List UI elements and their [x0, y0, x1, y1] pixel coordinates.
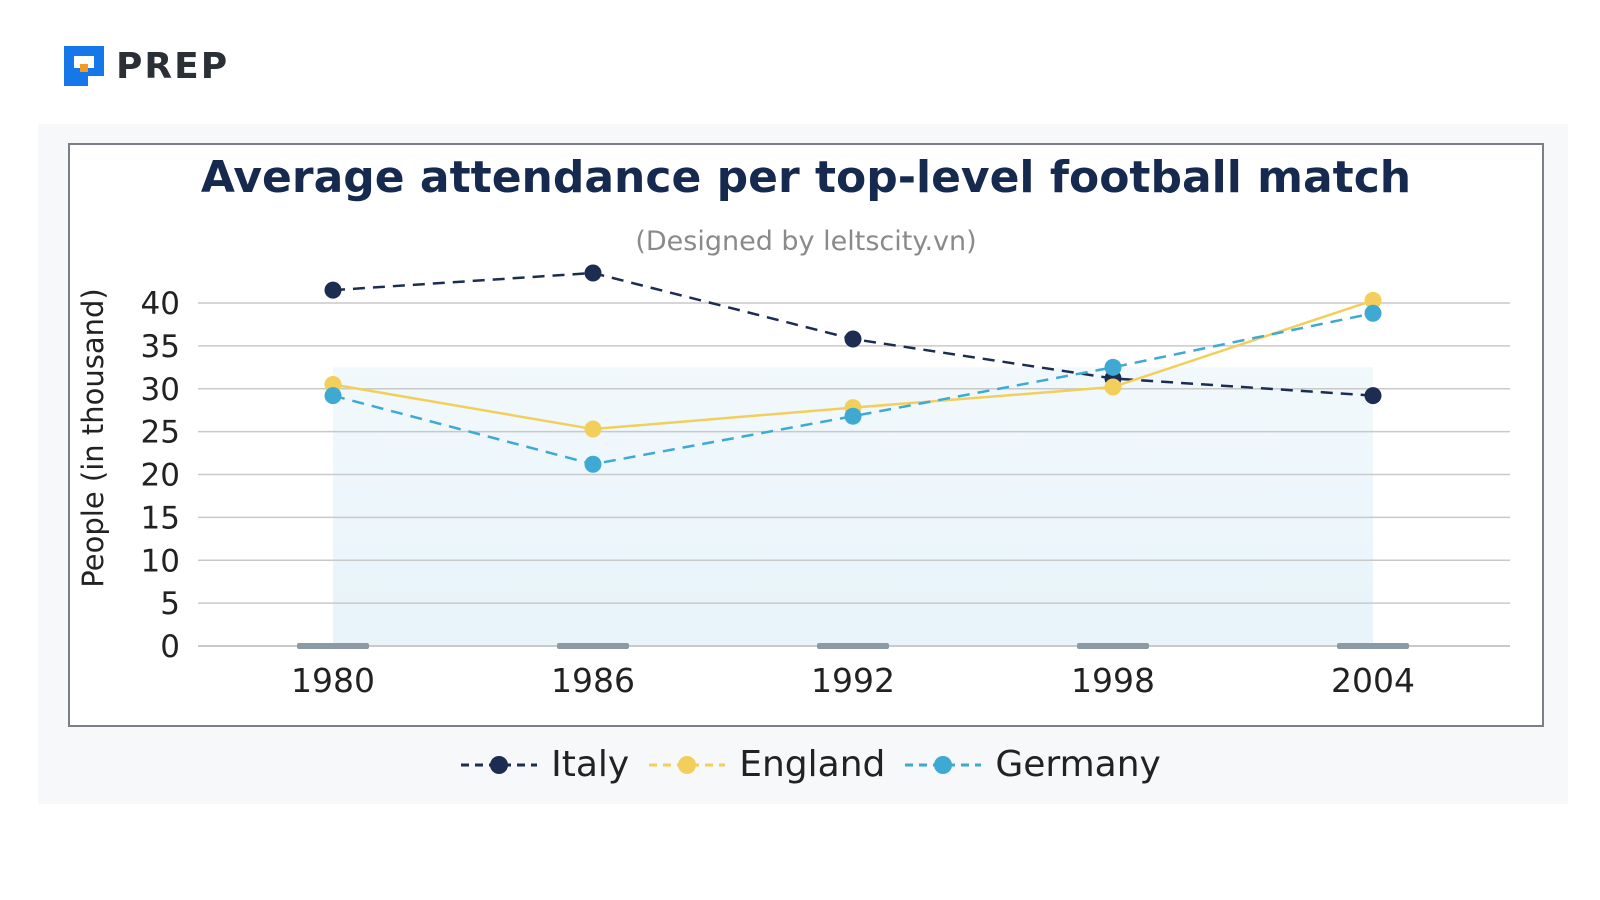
x-tick-label: 2004: [1331, 661, 1415, 700]
y-tick-label: 10: [141, 543, 180, 579]
y-tick-label: 20: [141, 458, 180, 494]
series-line-germany: [332, 312, 1374, 466]
x-tick-bar: [1337, 643, 1409, 649]
chart-subtitle: (Designed by leltscity.vn): [635, 226, 977, 257]
y-tick-label: 25: [141, 415, 180, 451]
data-point-england: [584, 420, 602, 438]
x-tick-label: 1992: [811, 661, 895, 700]
data-point-england: [1104, 378, 1122, 396]
data-point-italy: [844, 330, 862, 348]
prep-logo-icon: [64, 46, 104, 86]
y-tick-label: 35: [141, 329, 180, 365]
legend-marker-germany: [905, 755, 982, 774]
x-tick-bar: [557, 643, 629, 649]
chart-title: Average attendance per top-level footbal…: [200, 152, 1412, 203]
x-tick-label: 1986: [551, 661, 635, 700]
data-point-germany: [844, 407, 862, 425]
chart-legend: Italy England Germany: [0, 744, 1600, 785]
legend-label-italy: Italy: [551, 744, 630, 785]
legend-marker-italy: [461, 755, 538, 774]
data-point-germany: [1104, 358, 1122, 376]
data-point-italy: [1364, 387, 1382, 405]
brand-logo: PREP: [60, 42, 229, 90]
x-tick-label: 1998: [1071, 661, 1155, 700]
data-point-germany: [584, 455, 602, 473]
x-tick-bar: [297, 643, 369, 649]
data-point-italy: [584, 264, 602, 282]
brand-name: PREP: [116, 45, 230, 87]
legend-item-england: England: [647, 744, 885, 785]
data-point-germany: [1364, 304, 1382, 322]
y-tick-label: 0: [160, 629, 180, 665]
x-tick-bar: [817, 643, 889, 649]
data-point-england: [1364, 291, 1382, 309]
legend-label-england: England: [739, 744, 886, 785]
y-axis-label: People (in thousand): [76, 288, 110, 587]
legend-item-italy: Italy: [459, 744, 629, 785]
x-tick-label: 1980: [291, 661, 375, 700]
x-tick-bar: [1077, 643, 1149, 649]
legend-label-germany: Germany: [995, 744, 1161, 785]
y-tick-label: 5: [160, 586, 180, 622]
y-tick-label: 40: [141, 286, 180, 322]
y-tick-label: 30: [141, 372, 180, 408]
y-tick-label: 15: [141, 500, 180, 536]
data-point-italy: [324, 281, 342, 299]
data-point-germany: [324, 387, 342, 405]
legend-marker-england: [649, 755, 726, 774]
legend-item-germany: Germany: [903, 744, 1161, 785]
